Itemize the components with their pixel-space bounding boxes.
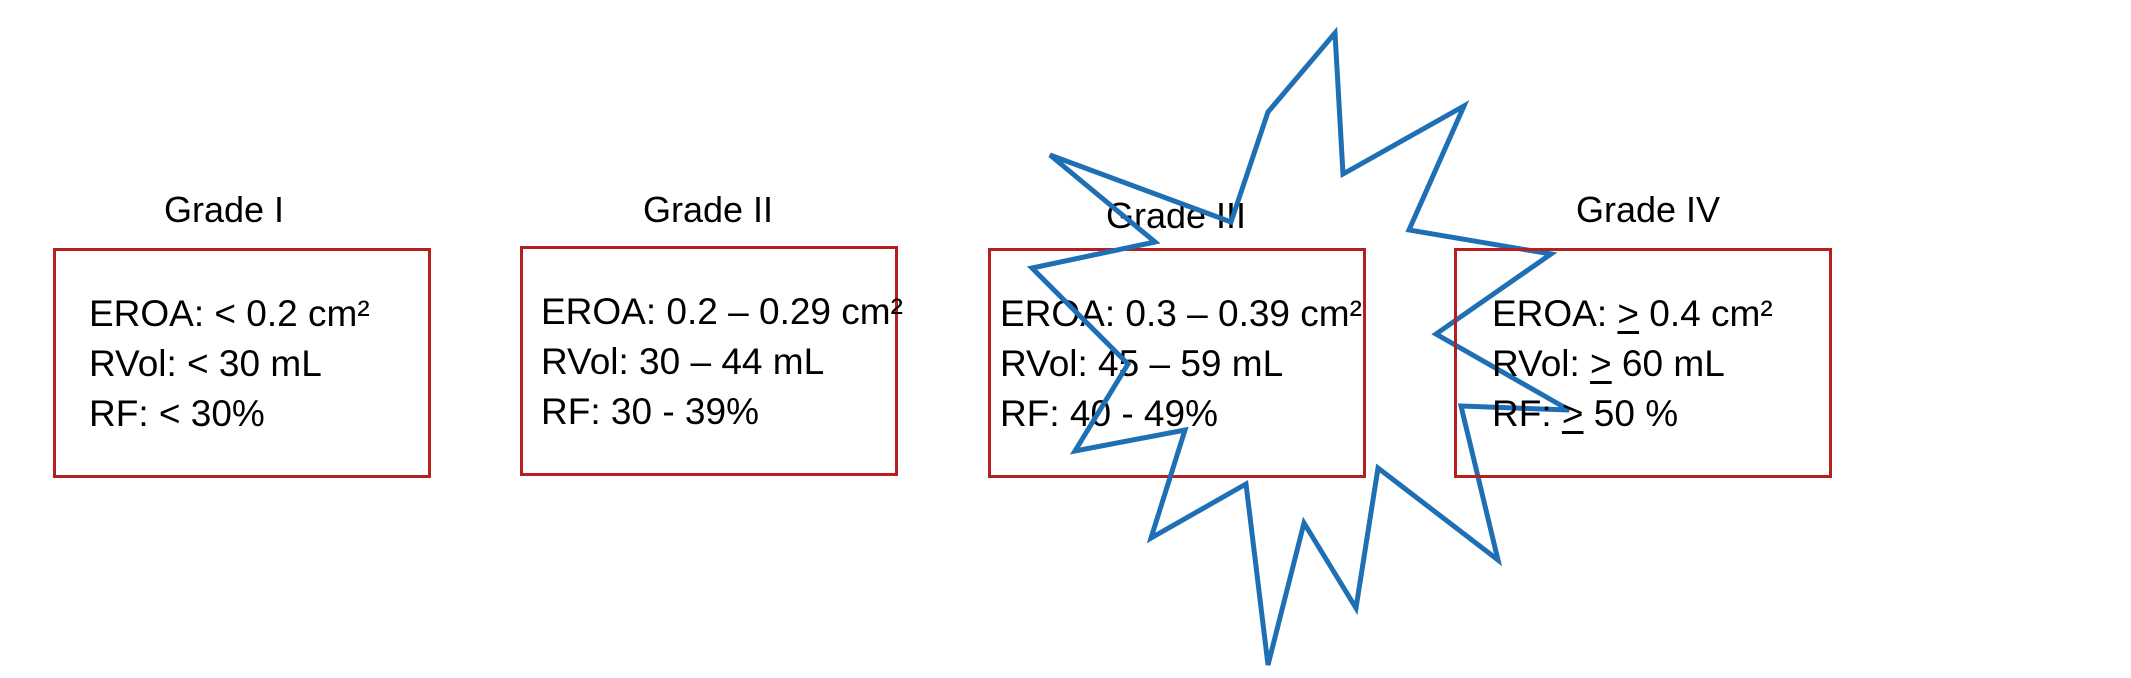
rvol-operator: >	[1590, 343, 1612, 384]
eroa-value: 0.4 cm²	[1639, 293, 1773, 334]
grade-3-eroa-line: EROA: 0.3 – 0.39 cm²	[1000, 289, 1362, 339]
eroa-operator: <	[214, 293, 237, 334]
grade-1-rf-line: RF: < 30%	[89, 389, 370, 439]
eroa-value: 0.2 – 0.29 cm²	[666, 291, 903, 332]
rvol-label: RVol:	[541, 341, 640, 382]
grade-4-title: Grade IV	[1575, 189, 1721, 230]
eroa-value: 0.3 – 0.39 cm²	[1125, 293, 1362, 334]
rf-value: 30%	[180, 393, 265, 434]
rf-value: 30 - 39%	[610, 391, 759, 432]
eroa-label: EROA:	[1492, 293, 1618, 334]
grade-1-title: Grade I	[163, 189, 285, 230]
grade-1-eroa-line: EROA: < 0.2 cm²	[89, 289, 370, 339]
eroa-label: EROA:	[541, 291, 667, 332]
rf-operator: <	[158, 393, 181, 434]
rvol-label: RVol:	[1000, 343, 1099, 384]
rvol-label: RVol:	[89, 343, 188, 384]
grade-4-box: EROA: > 0.4 cm² RVol: > 60 mL RF: > 50 %	[1454, 248, 1832, 478]
grade-3-box: EROA: 0.3 – 0.39 cm² RVol: 45 – 59 mL RF…	[988, 248, 1366, 478]
rf-label: RF:	[89, 393, 159, 434]
eroa-value: 0.2 cm²	[236, 293, 370, 334]
grade-2-rvol-line: RVol: 30 – 44 mL	[541, 337, 903, 387]
eroa-label: EROA:	[89, 293, 215, 334]
grade-4-eroa-line: EROA: > 0.4 cm²	[1492, 289, 1773, 339]
rf-operator: >	[1561, 393, 1584, 434]
rf-value: 50 %	[1583, 393, 1679, 434]
grade-4-rvol-line: RVol: > 60 mL	[1492, 339, 1773, 389]
rf-label: RF:	[1000, 393, 1070, 434]
grade-1-rvol-line: RVol: < 30 mL	[89, 339, 370, 389]
rvol-value: 30 mL	[208, 343, 322, 384]
starburst-outline	[1026, 26, 1571, 666]
eroa-operator: >	[1617, 293, 1640, 334]
rf-value: 40 - 49%	[1069, 393, 1218, 434]
rf-label: RF:	[1492, 393, 1562, 434]
grade-4-rf-line: RF: > 50 %	[1492, 389, 1773, 439]
rvol-value: 30 – 44 mL	[639, 341, 825, 382]
rvol-value: 60 mL	[1611, 343, 1725, 384]
rvol-operator: <	[187, 343, 209, 384]
grade-2-box: EROA: 0.2 – 0.29 cm² RVol: 30 – 44 mL RF…	[520, 246, 903, 476]
rf-label: RF:	[541, 391, 611, 432]
grade-2-title: Grade II	[642, 189, 774, 230]
grade-2-rf-line: RF: 30 - 39%	[541, 387, 903, 437]
grade-1-box: EROA: < 0.2 cm² RVol: < 30 mL RF: < 30%	[53, 248, 431, 478]
grade-2-eroa-line: EROA: 0.2 – 0.29 cm²	[541, 287, 903, 337]
rvol-label: RVol:	[1492, 343, 1591, 384]
grade-3-rf-line: RF: 40 - 49%	[1000, 389, 1362, 439]
eroa-label: EROA:	[1000, 293, 1126, 334]
